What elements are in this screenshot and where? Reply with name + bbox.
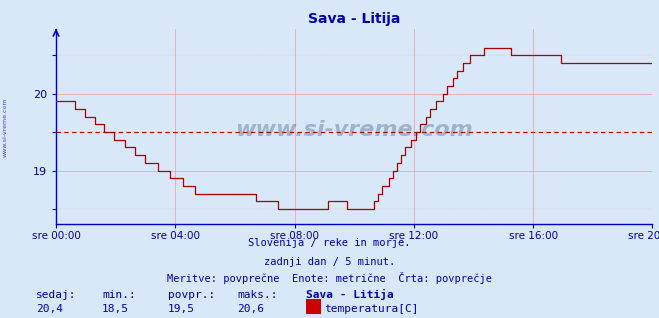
Text: min.:: min.: bbox=[102, 290, 136, 300]
Text: maks.:: maks.: bbox=[237, 290, 277, 300]
Text: www.si-vreme.com: www.si-vreme.com bbox=[235, 120, 473, 140]
Text: 20,4: 20,4 bbox=[36, 304, 63, 314]
Text: 20,6: 20,6 bbox=[237, 304, 264, 314]
Text: Meritve: povprečne  Enote: metrične  Črta: povprečje: Meritve: povprečne Enote: metrične Črta:… bbox=[167, 273, 492, 284]
Text: Slovenija / reke in morje.: Slovenija / reke in morje. bbox=[248, 238, 411, 248]
Title: Sava - Litija: Sava - Litija bbox=[308, 12, 401, 26]
Text: Sava - Litija: Sava - Litija bbox=[306, 289, 394, 300]
Text: 19,5: 19,5 bbox=[168, 304, 195, 314]
Text: 18,5: 18,5 bbox=[102, 304, 129, 314]
Text: sedaj:: sedaj: bbox=[36, 290, 76, 300]
Text: povpr.:: povpr.: bbox=[168, 290, 215, 300]
Text: zadnji dan / 5 minut.: zadnji dan / 5 minut. bbox=[264, 257, 395, 266]
Text: temperatura[C]: temperatura[C] bbox=[324, 304, 418, 314]
Text: www.si-vreme.com: www.si-vreme.com bbox=[3, 97, 8, 157]
